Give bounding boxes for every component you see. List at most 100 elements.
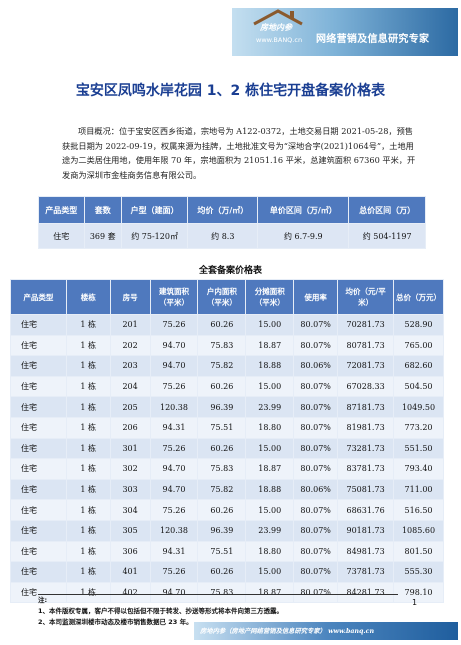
table-cell: 205 [109, 396, 151, 418]
table-cell: 75.26 [149, 437, 199, 460]
table-cell: 94.70 [149, 355, 199, 377]
table-cell: 1 栋 [65, 334, 111, 357]
table-cell: 94.70 [149, 458, 199, 480]
table-cell: 90181.73 [337, 519, 395, 542]
table-cell: 80.07% [293, 581, 339, 604]
page-number: 1 [412, 598, 418, 607]
full-header-cell: 产品类型 [10, 279, 67, 315]
full-price-table: 产品类型 楼栋 房号 建筑面积（平米） 户内面积（平米） 分摊面积（平米） 使用… [10, 279, 444, 604]
table-row: 住宅 1 栋 304 75.26 60.26 15.00 80.07% 68631.76 516… [10, 499, 444, 521]
notes-label: 注: [38, 596, 48, 604]
summary-header-cell: 产品类型 [38, 196, 85, 224]
table-row: 住宅 1 栋 402 94.70 75.83 18.87 80.07% 84281.73 798… [10, 581, 444, 604]
table-cell: 765.00 [393, 334, 444, 357]
table-cell: 18.80 [245, 540, 295, 563]
table-cell: 1 栋 [65, 519, 111, 542]
table-cell: 60.26 [197, 561, 247, 583]
brand-name: 房地内参 [260, 22, 292, 32]
table-cell: 204 [109, 375, 151, 398]
table-cell: 75.83 [197, 334, 247, 357]
table-cell: 68631.76 [337, 499, 395, 521]
table-cell: 773.20 [393, 416, 444, 439]
summary-cell: 住宅 [38, 223, 85, 249]
table-cell: 94.31 [149, 540, 199, 563]
table-cell: 住宅 [10, 519, 67, 542]
table-cell: 住宅 [10, 375, 67, 398]
table-cell: 504.50 [393, 375, 444, 398]
table-cell: 18.87 [245, 458, 295, 480]
table-row: 住宅 1 栋 401 75.26 60.26 15.00 80.07% 73781.73 555… [10, 561, 444, 583]
table-cell: 67028.33 [337, 375, 395, 398]
table-cell: 1049.50 [393, 396, 444, 418]
table-cell: 80.07% [293, 416, 339, 439]
table-cell: 15.00 [245, 437, 295, 460]
summary-header-cell: 单价区间（万/㎡） [257, 196, 350, 224]
table-cell: 18.87 [245, 334, 295, 357]
table-cell: 住宅 [10, 416, 67, 439]
table-cell: 18.88 [245, 355, 295, 377]
table-cell: 住宅 [10, 478, 67, 501]
table-cell: 23.99 [245, 396, 295, 418]
table-row: 住宅 1 栋 306 94.31 75.51 18.80 80.07% 84981.73 801… [10, 540, 444, 563]
table-cell: 75.26 [149, 375, 199, 398]
project-overview: 项目概况：位于宝安区西乡街道，宗地号为 A122-0372，土地交易日期 202… [62, 126, 416, 180]
table-cell: 120.38 [149, 519, 199, 542]
table-row: 住宅 1 栋 205 120.38 96.39 23.99 80.07% 87181.73 10… [10, 396, 444, 418]
table-cell: 94.31 [149, 416, 199, 439]
full-header-cell: 分摊面积（平米） [245, 279, 295, 315]
table-cell: 1 栋 [65, 416, 111, 439]
table-cell: 302 [109, 458, 151, 480]
table-cell: 1 栋 [65, 458, 111, 480]
table-cell: 75.82 [197, 355, 247, 377]
table-cell: 1 栋 [65, 499, 111, 521]
table-cell: 住宅 [10, 396, 67, 418]
table-cell: 1 栋 [65, 375, 111, 398]
table-cell: 75.83 [197, 458, 247, 480]
table-row: 住宅 1 栋 305 120.38 96.39 23.99 80.07% 90181.73 10… [10, 519, 444, 542]
table-cell: 15.00 [245, 314, 295, 336]
table-cell: 516.50 [393, 499, 444, 521]
summary-cell: 369 套 [83, 223, 122, 249]
table-cell: 75081.73 [337, 478, 395, 501]
table-cell: 94.70 [149, 581, 199, 604]
table-cell: 304 [109, 499, 151, 521]
page-title: 宝安区凤鸣水岸花园 1、2 栋住宅开盘备案价格表 [75, 83, 386, 99]
table-cell: 551.50 [393, 437, 444, 460]
table-cell: 1 栋 [65, 581, 111, 604]
table-cell: 75.51 [197, 416, 247, 439]
table-cell: 801.50 [393, 540, 444, 563]
summary-cell: 约 8.3 [187, 223, 259, 249]
table-cell: 75.26 [149, 561, 199, 583]
table-cell: 住宅 [10, 334, 67, 357]
table-cell: 80.07% [293, 437, 339, 460]
table-cell: 528.90 [393, 314, 444, 336]
notes-section: 注: 1、本件版权专属，客户不得以包括但不限于转发、抄送等形式将本件向第三方透露… [38, 594, 408, 628]
table-cell: 206 [109, 416, 151, 439]
table-cell: 80.07% [293, 561, 339, 583]
note-item: 2、本司监测深圳楼市动态及楼市销售数据已 23 年。 [38, 618, 193, 626]
summary-header-cell: 套数 [83, 196, 122, 224]
table-row: 住宅 1 栋 204 75.26 60.26 15.00 80.07% 67028.33 504… [10, 375, 444, 398]
table-cell: 83781.73 [337, 458, 395, 480]
summary-header-cell: 均价（万/㎡） [187, 196, 259, 224]
notes-divider [38, 594, 398, 595]
table-cell: 120.38 [149, 396, 199, 418]
table-cell: 60.26 [197, 499, 247, 521]
table-cell: 305 [109, 519, 151, 542]
table-row: 住宅 1 栋 203 94.70 75.82 18.88 80.06% 72081.73 682… [10, 355, 444, 377]
table-cell: 住宅 [10, 437, 67, 460]
full-header-row: 产品类型 楼栋 房号 建筑面积（平米） 户内面积（平米） 分摊面积（平米） 使用… [10, 279, 444, 315]
table-cell: 住宅 [10, 314, 67, 336]
table-row: 住宅 1 栋 302 94.70 75.83 18.87 80.07% 83781.73 793… [10, 458, 444, 480]
brand-url[interactable]: www.BANQ.cn [256, 36, 303, 44]
table-cell: 80.06% [293, 478, 339, 501]
table-cell: 80.07% [293, 314, 339, 336]
full-table-title: 全套备案价格表 [198, 266, 262, 276]
table-cell: 301 [109, 437, 151, 460]
table-cell: 18.87 [245, 581, 295, 604]
table-cell: 1 栋 [65, 561, 111, 583]
table-cell: 80.07% [293, 396, 339, 418]
summary-header-row: 产品类型 套数 户型（建面） 均价（万/㎡） 单价区间（万/㎡） 总价区间（万） [38, 196, 426, 224]
table-cell: 75.83 [197, 581, 247, 604]
full-header-cell: 总价（万元） [393, 279, 444, 315]
